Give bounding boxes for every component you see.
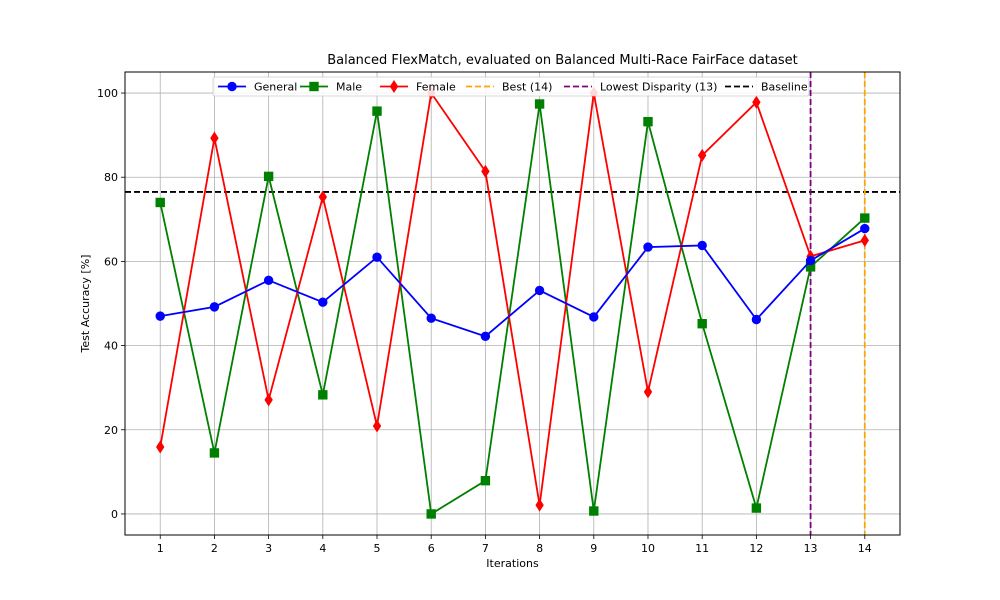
x-tick-label: 6 bbox=[428, 542, 435, 555]
data-point-general bbox=[751, 314, 762, 325]
data-point-general bbox=[209, 302, 220, 312]
legend-swatch-marker bbox=[227, 81, 237, 92]
data-point-male bbox=[534, 99, 545, 109]
x-tick-label: 8 bbox=[536, 542, 543, 555]
data-point-male bbox=[643, 116, 653, 127]
data-point-male bbox=[751, 503, 762, 513]
legend-item-lowest-disparity-13: Lowest Disparity (13) bbox=[564, 81, 717, 94]
data-point-male bbox=[263, 171, 274, 182]
data-point-general bbox=[318, 297, 328, 307]
series-female bbox=[156, 86, 869, 512]
y-tick-label: 0 bbox=[111, 508, 118, 521]
series-line-general bbox=[160, 227, 866, 338]
legend-label: Best (14) bbox=[502, 81, 552, 94]
data-point-male bbox=[372, 106, 382, 116]
series-layer bbox=[155, 86, 870, 519]
legend-label: Male bbox=[336, 81, 362, 94]
data-point-general bbox=[697, 240, 707, 251]
data-point-female bbox=[481, 164, 490, 178]
legend-swatch-marker bbox=[309, 81, 319, 92]
data-point-general bbox=[426, 313, 436, 323]
y-tick-label: 40 bbox=[104, 340, 118, 353]
x-tick-label: 11 bbox=[695, 542, 709, 555]
legend-label: Female bbox=[416, 81, 456, 94]
data-point-general bbox=[643, 242, 653, 252]
x-axis-label: Iterations bbox=[486, 557, 539, 570]
data-point-female bbox=[210, 131, 219, 145]
data-point-general bbox=[480, 331, 491, 342]
x-tick-label: 9 bbox=[590, 542, 597, 555]
legend-label: General bbox=[254, 81, 297, 94]
data-point-male bbox=[589, 506, 599, 516]
x-tick-label: 12 bbox=[749, 542, 763, 555]
data-point-male bbox=[209, 448, 220, 458]
series-male bbox=[155, 99, 870, 519]
series-general bbox=[155, 223, 870, 342]
series-line-female bbox=[159, 90, 866, 506]
data-point-male bbox=[480, 476, 491, 486]
plot-frame bbox=[124, 71, 901, 536]
data-point-female bbox=[752, 95, 761, 109]
y-tick-label: 60 bbox=[104, 255, 118, 268]
data-point-male bbox=[860, 213, 870, 223]
data-point-male bbox=[426, 509, 436, 519]
x-tick-label: 3 bbox=[265, 542, 272, 555]
data-point-female bbox=[264, 393, 273, 407]
legend-box bbox=[212, 76, 810, 97]
chart-title: Balanced FlexMatch, evaluated on Balance… bbox=[327, 53, 798, 68]
data-point-male bbox=[318, 390, 328, 400]
x-tick-label: 1 bbox=[157, 542, 164, 555]
legend-item-best-14: Best (14) bbox=[466, 81, 552, 94]
data-point-female bbox=[535, 498, 544, 512]
legend: General Male Female Best (14) Lowest Dispari… bbox=[212, 76, 810, 97]
y-tick-label: 80 bbox=[104, 171, 118, 184]
legend-item-male: Male bbox=[300, 81, 362, 94]
data-point-female bbox=[697, 148, 707, 162]
data-point-general bbox=[805, 255, 816, 266]
data-point-male bbox=[697, 319, 707, 329]
data-point-male bbox=[155, 197, 165, 208]
x-tick-label: 14 bbox=[858, 542, 872, 555]
data-point-general bbox=[589, 312, 599, 322]
x-tick-label: 13 bbox=[804, 542, 818, 555]
data-point-female bbox=[372, 419, 382, 433]
x-tick-label: 2 bbox=[211, 542, 218, 555]
legend-item-baseline: Baseline bbox=[725, 81, 808, 94]
y-tick-label: 100 bbox=[97, 87, 118, 100]
legend-label: Baseline bbox=[761, 81, 808, 94]
data-point-general bbox=[263, 275, 274, 286]
y-axis-label: Test Accuracy [%] bbox=[79, 255, 92, 354]
data-point-general bbox=[155, 311, 165, 321]
legend-swatch-marker bbox=[389, 79, 399, 94]
x-tick-label: 7 bbox=[482, 542, 489, 555]
x-tick-label: 5 bbox=[374, 542, 381, 555]
data-point-female bbox=[643, 385, 653, 399]
legend-item-female: Female bbox=[380, 79, 456, 94]
y-tick-label: 20 bbox=[104, 424, 118, 437]
x-tick-label: 4 bbox=[319, 542, 326, 555]
reference-lines-layer bbox=[125, 72, 900, 535]
x-tick-label: 10 bbox=[641, 542, 655, 555]
data-point-general bbox=[860, 223, 870, 234]
legend-label: Lowest Disparity (13) bbox=[600, 81, 717, 94]
data-point-female bbox=[156, 440, 165, 454]
data-point-general bbox=[534, 285, 545, 296]
data-point-female bbox=[860, 233, 869, 247]
series-line-male bbox=[159, 103, 866, 516]
data-point-general bbox=[372, 252, 382, 262]
data-point-female bbox=[318, 190, 328, 204]
legend-item-general: General bbox=[218, 81, 297, 94]
